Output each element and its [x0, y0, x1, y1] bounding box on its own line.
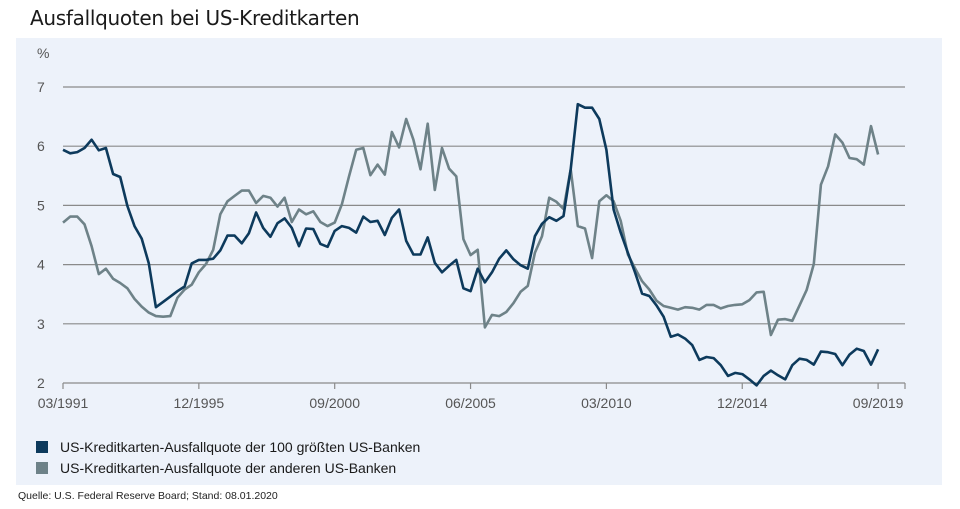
x-tick-label: 09/2000	[309, 395, 360, 411]
legend-item-others: US-Kreditkarten-Ausfallquote der anderen…	[36, 460, 396, 476]
y-tick-label: 6	[37, 138, 45, 154]
legend-label-others: US-Kreditkarten-Ausfallquote der anderen…	[60, 460, 397, 476]
chart-title: Ausfallquoten bei US-Kreditkarten	[30, 6, 360, 30]
y-tick-label: 2	[37, 375, 45, 391]
series-line-others	[62, 117, 880, 337]
series-line-top100	[62, 102, 880, 387]
x-tick-label: 06/2005	[445, 395, 496, 411]
x-tick-label: 12/2014	[717, 395, 768, 411]
legend-swatch-top100	[36, 441, 48, 453]
legend-label-top100: US-Kreditkarten-Ausfallquote der 100 grö…	[60, 439, 421, 455]
legend-item-top100: US-Kreditkarten-Ausfallquote der 100 grö…	[36, 439, 420, 455]
y-tick-label: 3	[37, 316, 45, 332]
y-axis-unit: %	[37, 45, 49, 61]
legend-swatch-others	[36, 462, 48, 474]
y-tick-label: 7	[37, 79, 45, 95]
y-tick-label: 4	[37, 257, 45, 273]
x-tick-label: 12/1995	[174, 395, 225, 411]
x-tick-label: 09/2019	[853, 395, 904, 411]
y-tick-label: 5	[37, 197, 45, 213]
x-tick-label: 03/2010	[581, 395, 632, 411]
source-note: Quelle: U.S. Federal Reserve Board; Stan…	[18, 490, 278, 502]
x-tick-label: 03/1991	[38, 395, 89, 411]
